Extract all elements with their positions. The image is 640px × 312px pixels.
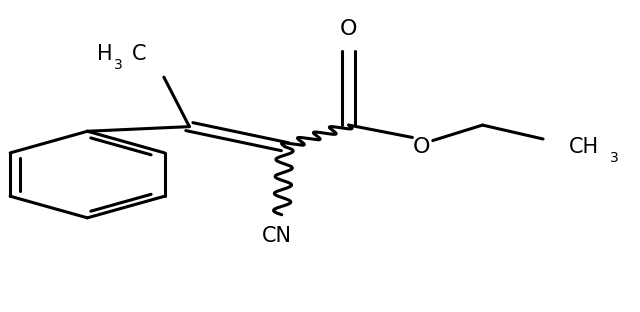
Text: 3: 3 (610, 151, 619, 164)
Text: CN: CN (262, 227, 292, 246)
Text: H: H (97, 44, 113, 64)
Text: CH: CH (568, 137, 598, 157)
Text: O: O (413, 137, 431, 157)
Text: 3: 3 (114, 58, 123, 72)
Text: O: O (340, 19, 357, 39)
Text: C: C (132, 44, 147, 64)
